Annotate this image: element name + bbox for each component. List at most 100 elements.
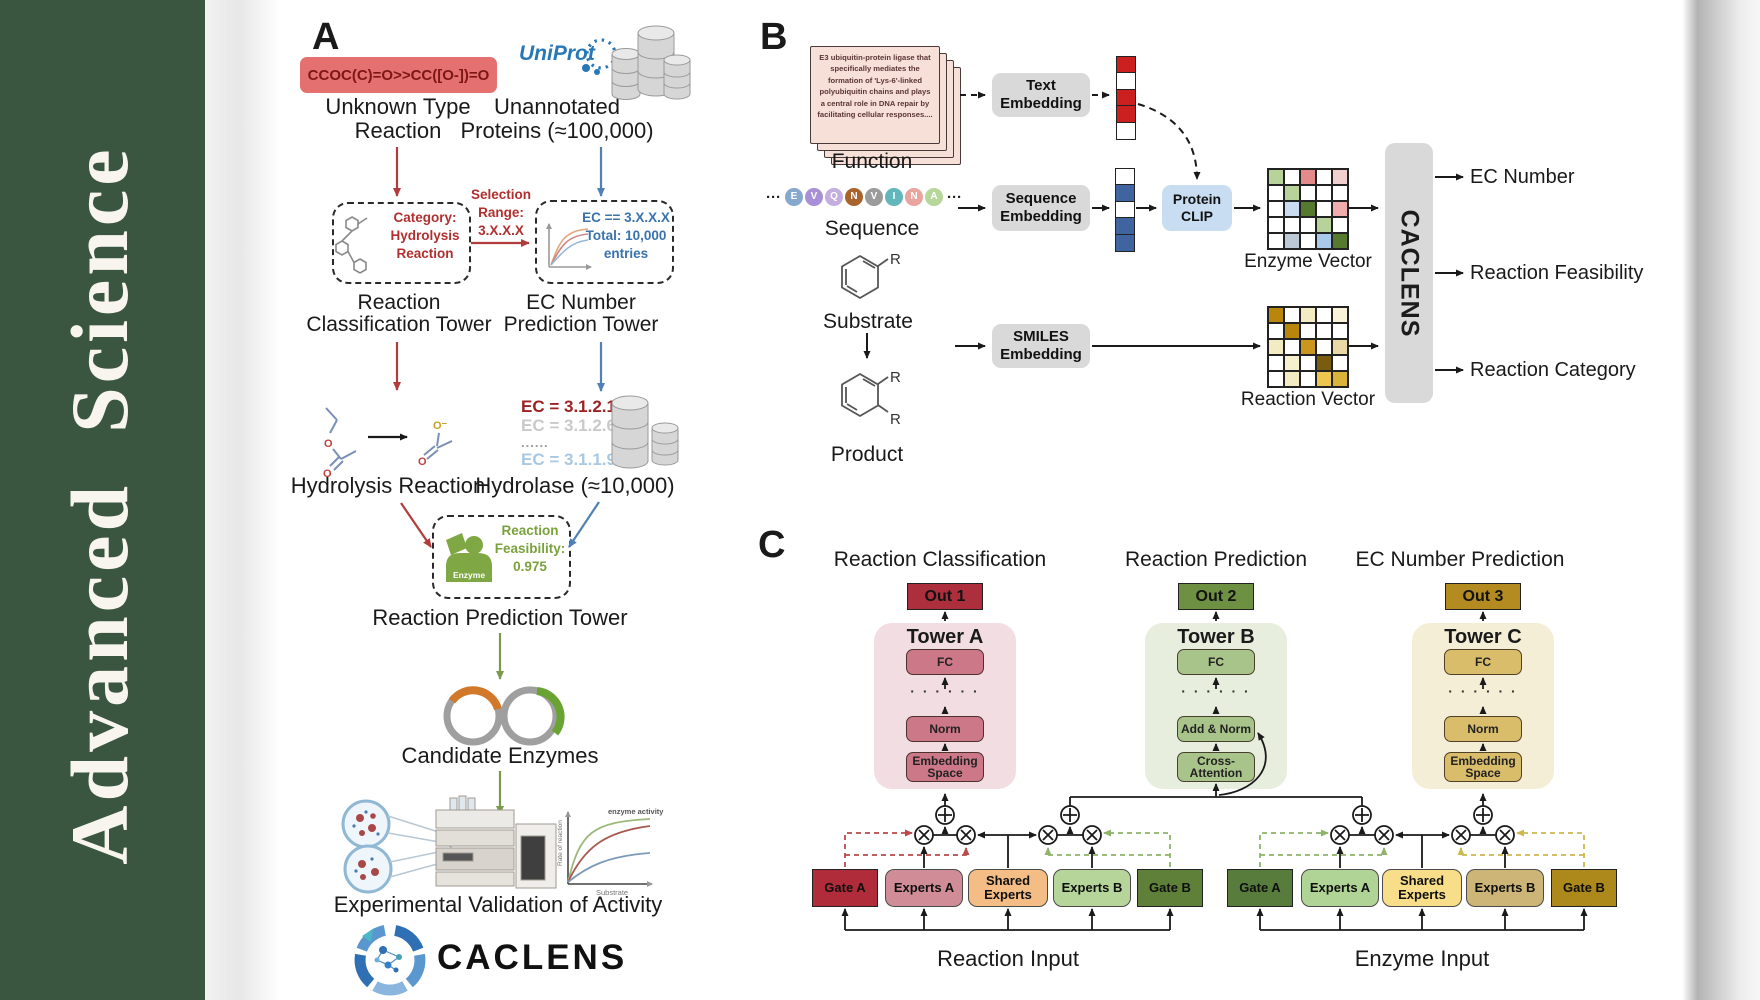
residue-token: I <box>885 188 903 206</box>
selection-line2: Range: <box>478 205 524 220</box>
grid-cell <box>1316 201 1332 217</box>
smiles-reaction-box: CCOC(C)=O>>CC([O-])=O <box>300 57 497 93</box>
tower-a-name: Tower A <box>906 626 984 648</box>
smiles-embedding-line2: Embedding <box>1000 346 1082 363</box>
gate-feedback-wires <box>844 829 1585 867</box>
unannotated-line2: Proteins (≈100,000) <box>460 118 654 143</box>
ecbox-line2: Total: 10,000 <box>585 228 667 243</box>
page-curl-right <box>1682 0 1760 1000</box>
unannotated-line1: Unannotated <box>494 94 620 119</box>
vector-cell <box>1116 105 1136 124</box>
unknown-reaction-line1: Unknown Type <box>325 94 471 119</box>
enzyme-vector-grid <box>1267 168 1349 250</box>
grid-cell <box>1268 201 1284 217</box>
tower-a-dots: · · · · · · <box>910 683 980 699</box>
tower-right-line2: Prediction Tower <box>503 313 659 336</box>
enzyme-experts-a: Experts A <box>1301 869 1379 907</box>
grid-cell <box>1300 201 1316 217</box>
ec-number-list: EC = 3.1.2.1 EC = 3.1.2.6 ...... EC = 3.… <box>521 397 616 469</box>
protein-clip-line2: CLIP <box>1181 208 1213 224</box>
ec-item-3: EC = 3.1.1.9 <box>521 450 616 469</box>
sequence-label: Sequence <box>824 217 920 240</box>
tower-b-fc: FC <box>1177 649 1255 675</box>
reaction-shared-experts: Shared Experts <box>968 869 1048 907</box>
grid-cell <box>1268 307 1284 323</box>
grid-cell <box>1316 371 1332 387</box>
smiles-embedding-box: SMILES Embedding <box>992 324 1090 368</box>
grid-cell <box>1300 339 1316 355</box>
vector-cell <box>1116 72 1136 91</box>
grid-cell <box>1284 371 1300 387</box>
out1-box: Out 1 <box>907 583 983 610</box>
title-reaction-classification: Reaction Classification <box>833 548 1047 571</box>
vector-cell <box>1115 200 1135 219</box>
grid-cell <box>1300 169 1316 185</box>
grid-cell <box>1316 169 1332 185</box>
grid-cell <box>1284 201 1300 217</box>
sequence-embedding-box: Sequence Embedding <box>992 185 1090 231</box>
tower-c-embedding-space: Embedding Space <box>1444 752 1522 782</box>
smiles-embedding-line1: SMILES <box>1013 328 1069 345</box>
category-line2: Hydrolysis <box>390 228 460 243</box>
ellipsis-left: ··· <box>766 188 781 206</box>
output-reaction-feasibility: Reaction Feasibility <box>1470 262 1644 284</box>
caclens-model-block: CACLENS <box>1385 143 1433 403</box>
feasibility-value: 0.975 <box>513 559 547 574</box>
substrate-r-label: R <box>890 251 901 268</box>
category-line3: Reaction <box>396 246 454 261</box>
ec-prediction-box <box>535 200 674 284</box>
caclens-logo-icon <box>354 925 426 996</box>
title-reaction-prediction: Reaction Prediction <box>1124 548 1308 571</box>
grid-cell <box>1284 307 1300 323</box>
plasmid-icons <box>443 686 565 746</box>
feasibility-line2: Feasibility: <box>494 541 566 556</box>
output-reaction-category: Reaction Category <box>1470 359 1636 381</box>
candidate-enzymes-label: Candidate Enzymes <box>401 743 599 768</box>
hydrolase-database-icon <box>611 395 679 469</box>
panel-a-label: A <box>312 16 340 58</box>
grid-cell <box>1332 169 1348 185</box>
sum-and-product-nodes <box>914 805 1515 845</box>
grid-cell <box>1332 339 1348 355</box>
grid-cell <box>1316 323 1332 339</box>
selection-line1: Selection <box>470 187 532 202</box>
residue-token: N <box>905 188 923 206</box>
output-ec-number: EC Number <box>1470 166 1575 188</box>
reaction-prediction-tower-label: Reaction Prediction Tower <box>372 605 628 630</box>
vector-cell <box>1115 217 1135 236</box>
svg-text:enzyme activity: enzyme activity <box>608 807 664 816</box>
reaction-experts-a: Experts A <box>885 869 963 907</box>
tower-left-line1: Reaction <box>357 291 441 314</box>
cell-culture-icon <box>341 799 457 894</box>
grid-cell <box>1332 323 1348 339</box>
ecbox-line1: EC == 3.X.X.X <box>582 210 670 225</box>
tower-b-cross-attention: Cross-Attention <box>1177 752 1255 782</box>
text-embedding-line2: Embedding <box>1000 95 1082 112</box>
caclens-wordmark: CACLENS <box>437 938 628 977</box>
reaction-gate-b: Gate B <box>1137 869 1203 907</box>
hydrolase-label: Hydrolase (≈10,000) <box>475 473 675 498</box>
product-r2-label: R <box>890 411 901 428</box>
substrate-molecule <box>841 254 889 300</box>
sequence-embedding-line2: Embedding <box>1000 208 1082 225</box>
tower-c-name: Tower C <box>1444 626 1522 648</box>
journal-title: Advanced Science <box>54 145 145 865</box>
grid-cell <box>1332 233 1348 249</box>
grid-cell <box>1332 307 1348 323</box>
ec-item-1: EC = 3.1.2.1 <box>521 397 616 416</box>
residue-token: V <box>805 188 823 206</box>
times-node <box>914 825 1515 845</box>
grid-cell <box>1332 185 1348 201</box>
grid-cell <box>1316 355 1332 371</box>
text-embedding-line1: Text <box>1026 77 1056 94</box>
hplc-instrument-icon <box>435 795 557 889</box>
ellipsis-right: ··· <box>947 188 962 206</box>
tower-c-fc: FC <box>1444 649 1522 675</box>
grid-cell <box>1316 307 1332 323</box>
selection-line3: 3.X.X.X <box>478 223 524 238</box>
grid-cell <box>1332 355 1348 371</box>
residue-token: A <box>925 188 943 206</box>
grid-cell <box>1268 233 1284 249</box>
text-embedding-box: Text Embedding <box>992 73 1090 117</box>
